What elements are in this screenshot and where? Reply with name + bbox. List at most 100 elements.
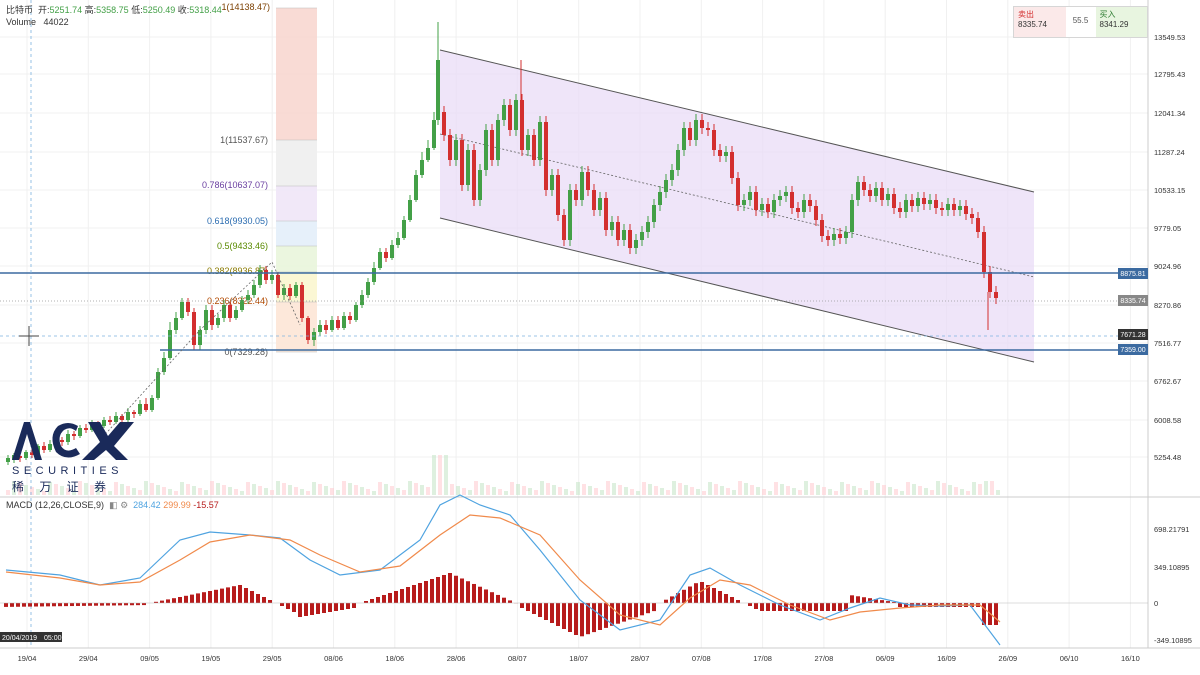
buy-button[interactable]: 买入 8341.29 (1095, 7, 1147, 37)
volume-bar (498, 489, 502, 495)
candle-body (892, 194, 896, 208)
candle-body (652, 205, 656, 222)
candle-body (700, 120, 704, 128)
macd-hist-bar (904, 603, 908, 607)
price-badge-support-text: 7359.00 (1120, 347, 1145, 354)
candle-body (288, 288, 292, 296)
macd-hist-bar (838, 603, 842, 611)
candle-body (472, 150, 476, 200)
date-tick-label: 08/07 (508, 654, 527, 663)
macd-hist-bar (664, 599, 668, 603)
candle-body (886, 194, 890, 200)
price-badge-current-text: 8335.74 (1120, 298, 1145, 305)
macd-hist-bar (682, 589, 686, 603)
macd-hist-bar (208, 591, 212, 603)
macd-axis[interactable]: 698.21791 349.10895 0 -349.10895 (1154, 525, 1192, 645)
volume-bar (894, 489, 898, 495)
macd-hist-bar (88, 603, 92, 606)
volume-bar (804, 481, 808, 495)
macd-hist-bar (34, 603, 38, 607)
high-value: 5358.75 (96, 5, 129, 15)
candle-body (730, 152, 734, 178)
descending-channel[interactable] (440, 50, 1034, 362)
candle-body (366, 282, 370, 295)
volume-bar (360, 487, 364, 495)
price-tick-label: 12795.43 (1154, 70, 1185, 79)
candlestick-series[interactable] (6, 22, 998, 465)
macd-hist-bar (466, 581, 470, 603)
macd-hist-bar (388, 593, 392, 603)
macd-header: MACD (12,26,CLOSE,9) ◧ ⚙ 284.42 299.99 -… (6, 500, 219, 511)
volume-bar (678, 483, 682, 495)
macd-hist-bar (640, 603, 644, 616)
candle-body (144, 404, 148, 410)
candle-body (108, 420, 112, 422)
candle-body (132, 412, 136, 414)
macd-settings-icon[interactable]: ◧ ⚙ (109, 500, 129, 510)
macd-hist-bar (124, 603, 128, 606)
volume-bar (876, 483, 880, 495)
date-tick-label: 28/07 (631, 654, 650, 663)
macd-hist-bar (220, 588, 224, 603)
sell-label: 卖出 (1018, 10, 1034, 19)
candle-body (664, 180, 668, 192)
macd-hist-bar (646, 603, 650, 614)
open-label: 开: (38, 5, 50, 15)
macd-hist-bar (670, 596, 674, 603)
candle-body (676, 150, 680, 170)
macd-hist-bar (244, 588, 248, 603)
volume-bar (258, 486, 262, 495)
candle-body (916, 198, 920, 206)
price-tick-label: 10533.15 (1154, 186, 1185, 195)
date-axis[interactable]: 19/04 29/04 09/05 19/05 29/05 08/06 18/06 28/06… (18, 654, 1140, 663)
volume-bar (288, 485, 292, 495)
candle-body (150, 398, 154, 410)
candle-body (856, 182, 860, 200)
macd-hist-bar (70, 603, 74, 607)
macd-hist-bar (346, 603, 350, 609)
price-axis[interactable]: 13549.53 12795.43 12041.34 11287.24 10533.15… (1154, 33, 1185, 462)
candle-body (976, 218, 980, 232)
logo-sub: SECURITIES (12, 465, 123, 477)
volume-bar (216, 483, 220, 495)
macd-hist-bar (520, 603, 524, 608)
sell-button[interactable]: 卖出 8335.74 (1014, 7, 1066, 37)
macd-hist-bar (604, 603, 608, 628)
candle-body (48, 444, 52, 450)
volume-bar (42, 491, 46, 495)
price-badge-crosshair: 7671.28 (1118, 329, 1148, 340)
candle-body (610, 222, 614, 230)
candle-body (934, 200, 938, 208)
channel-lower-line[interactable] (439, 217, 1035, 363)
volume-bar (132, 488, 136, 495)
macd-hist-bar (856, 596, 860, 603)
macd-hist-bar (496, 594, 500, 603)
candle-body (796, 208, 800, 212)
candle-body (604, 198, 608, 230)
candle-body (222, 305, 226, 318)
candle-body (378, 252, 382, 268)
macd-hist-bar (772, 603, 776, 611)
candle-body (820, 220, 824, 236)
volume-bar (882, 485, 886, 495)
candle-body (772, 200, 776, 212)
volume-bar (168, 489, 172, 495)
macd-label: MACD (12,26,CLOSE,9) (6, 500, 105, 510)
candle-body (138, 404, 142, 414)
macd-hist-bar (82, 603, 86, 606)
channel-upper-line[interactable] (439, 49, 1035, 193)
candle-body (442, 112, 446, 135)
volume-bar (324, 486, 328, 495)
candle-body (264, 270, 268, 280)
volume-bar (528, 488, 532, 495)
fibonacci-retracement[interactable] (276, 7, 317, 353)
candle-body (838, 234, 842, 238)
macd-hist-bar (694, 583, 698, 603)
acy-logo: SECURITIES 稀 万 证 券 (8, 418, 143, 496)
macd-hist-bar (766, 603, 770, 611)
candle-body (426, 148, 430, 160)
volume-bar (336, 490, 340, 495)
macd-hist-bar (406, 587, 410, 603)
